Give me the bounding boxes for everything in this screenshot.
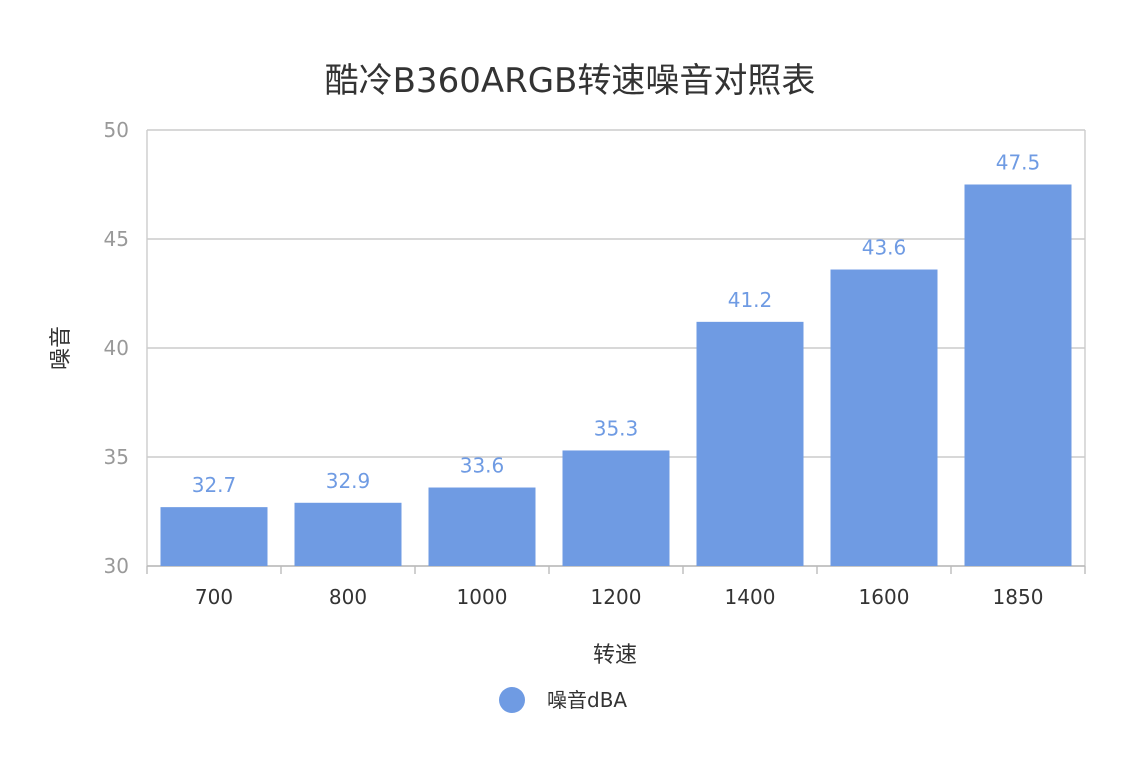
x-tick-label: 800: [329, 585, 367, 609]
legend[interactable]: 噪音dBA: [499, 687, 627, 713]
x-tick-label: 1000: [457, 585, 508, 609]
data-label-1600: 43.6: [862, 236, 907, 260]
bars: [160, 184, 1072, 567]
bar-800[interactable]: [294, 502, 402, 566]
x-tick-label: 1850: [993, 585, 1044, 609]
x-axis-ticks: 700 800 1000 1200 1400 1600 1850: [195, 585, 1044, 609]
legend-label: 噪音dBA: [547, 688, 627, 712]
y-tick-label: 45: [104, 227, 129, 251]
bar-700[interactable]: [160, 507, 268, 566]
data-label-1850: 47.5: [996, 151, 1041, 175]
legend-swatch: [499, 687, 525, 713]
x-tick-label: 1400: [725, 585, 776, 609]
x-axis-title: 转速: [593, 643, 637, 668]
x-tick-label: 700: [195, 585, 233, 609]
data-label-800: 32.9: [326, 469, 371, 493]
x-tick-label: 1600: [859, 585, 910, 609]
y-axis-title: 噪音: [49, 326, 74, 370]
data-label-700: 32.7: [192, 473, 237, 497]
y-tick-label: 40: [104, 336, 129, 360]
y-tick-label: 50: [104, 118, 129, 142]
y-tick-label: 30: [104, 554, 129, 578]
x-tick-label: 1200: [591, 585, 642, 609]
chart-title: 酷冷B360ARGB转速噪音对照表: [325, 61, 816, 101]
data-labels: 32.7 32.9 33.6 35.3 41.2 43.6 47.5: [192, 151, 1041, 498]
bar-1200[interactable]: [562, 450, 670, 566]
y-tick-label: 35: [104, 445, 129, 469]
bar-1600[interactable]: [830, 269, 938, 566]
data-label-1200: 35.3: [594, 416, 639, 440]
bar-1000[interactable]: [428, 487, 536, 566]
data-label-1000: 33.6: [460, 454, 505, 478]
bar-1850[interactable]: [964, 184, 1072, 567]
data-label-1400: 41.2: [728, 288, 773, 312]
y-axis-ticks: 30 35 40 45 50: [104, 118, 129, 578]
bar-1400[interactable]: [696, 321, 804, 566]
